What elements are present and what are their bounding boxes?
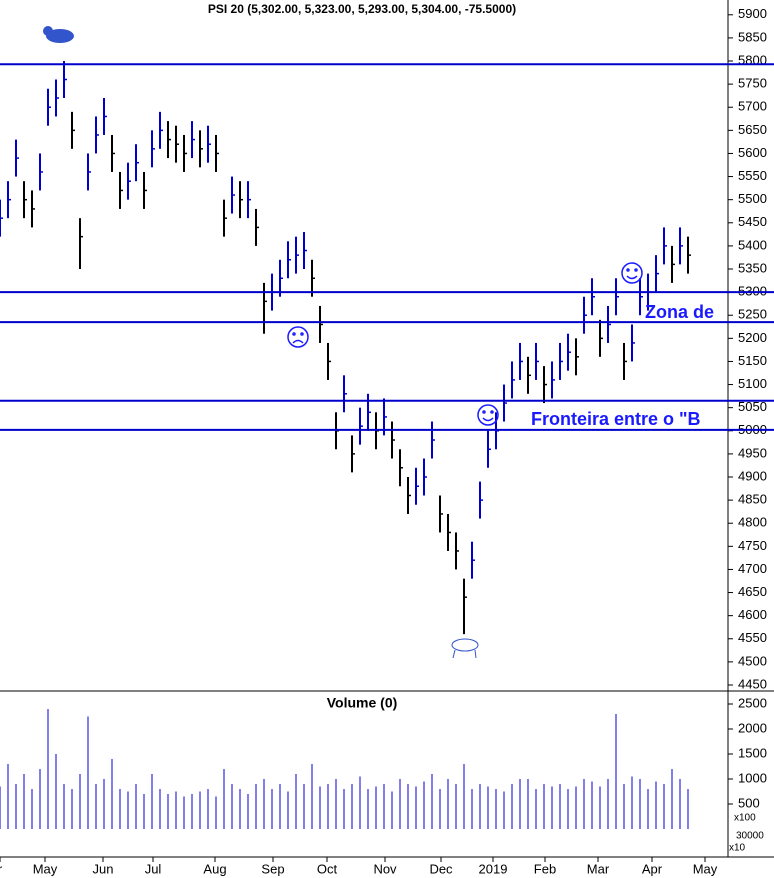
x-tick-label: Jun (93, 861, 114, 876)
sad-face (287, 326, 309, 348)
y-tick-label: 5500 (738, 191, 767, 206)
x-tick-label: 2019 (479, 861, 508, 876)
y-tick-label: 1500 (738, 745, 767, 760)
y-tick-label: 4650 (738, 584, 767, 599)
y-tick-label: 4550 (738, 630, 767, 645)
y-tick-label: 5550 (738, 168, 767, 183)
y-tick-label: 5250 (738, 307, 767, 322)
chart-title: PSI 20 (5,302.00, 5,323.00, 5,293.00, 5,… (208, 2, 516, 16)
annotation: Fronteira entre o "B (531, 409, 701, 429)
y-tick-label: 1000 (738, 770, 767, 785)
y-tick-label: 4450 (738, 676, 767, 691)
y-tick-label: 500 (738, 795, 760, 810)
y-tick-label: 4600 (738, 607, 767, 622)
bear-icon (43, 26, 74, 43)
y-tick-label: 5450 (738, 214, 767, 229)
extra-label: 30000 (736, 831, 764, 842)
y-tick-label: 5100 (738, 376, 767, 391)
y-tick-label: 4750 (738, 538, 767, 553)
y-tick-label: 4800 (738, 515, 767, 530)
extra-label: x10 (729, 843, 746, 854)
bull-icon (451, 638, 479, 659)
y-tick-label: 5750 (738, 76, 767, 91)
y-tick-label: 4950 (738, 445, 767, 460)
volume-title: Volume (0) (327, 695, 398, 711)
x-tick-label: Oct (317, 861, 338, 876)
x-tick-label: Apr (642, 861, 663, 876)
x-tick-label: Feb (534, 861, 556, 876)
y-tick-label: 5350 (738, 260, 767, 275)
y-tick-label: 5400 (738, 237, 767, 252)
y-tick-label: 5850 (738, 29, 767, 44)
x-tick-label: Jul (145, 861, 162, 876)
y-tick-label: 2000 (738, 720, 767, 735)
annotation: Zona de (645, 302, 714, 322)
x-tick-label: May (33, 861, 58, 876)
y-tick-label: 5900 (738, 6, 767, 21)
happy-face (621, 262, 643, 284)
y-tick-label: 5300 (738, 284, 767, 299)
y-tick-label: 5700 (738, 99, 767, 114)
y-tick-label: 2500 (738, 695, 767, 710)
x-tick-label: Sep (261, 861, 284, 876)
x-tick-label: Mar (587, 861, 610, 876)
y-tick-label: 5150 (738, 353, 767, 368)
y-tick-label: 5050 (738, 399, 767, 414)
x-tick-label: May (693, 861, 718, 876)
y-tick-label: 4700 (738, 561, 767, 576)
x-tick-label: r (0, 861, 3, 876)
y-tick-label: 5200 (738, 330, 767, 345)
y-tick-label: 5650 (738, 122, 767, 137)
x-tick-label: Nov (373, 861, 397, 876)
y-tick-label: 4900 (738, 468, 767, 483)
unit-label: x100 (734, 813, 756, 824)
y-tick-label: 4850 (738, 492, 767, 507)
happy-face (477, 404, 499, 426)
x-tick-label: Aug (203, 861, 226, 876)
y-tick-label: 5600 (738, 145, 767, 160)
y-tick-label: 4500 (738, 653, 767, 668)
x-tick-label: Dec (429, 861, 453, 876)
